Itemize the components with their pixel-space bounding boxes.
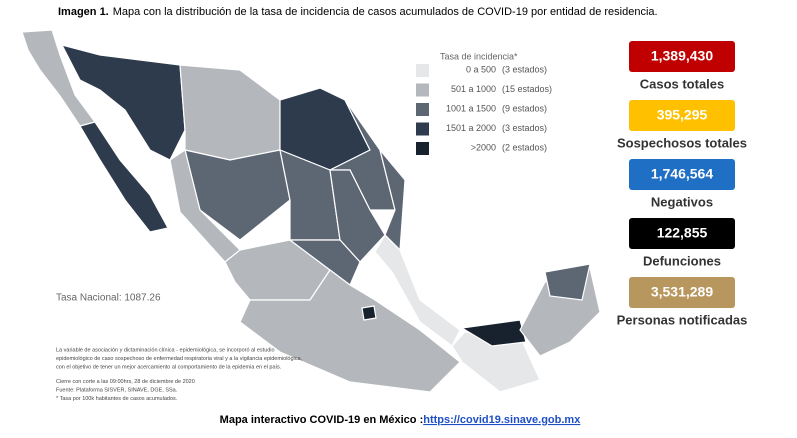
note-line: La variable de asociación y dictaminació… (56, 347, 275, 353)
stat-value: 3,531,289 (651, 284, 713, 300)
header-bold: Imagen 1. (58, 6, 109, 18)
state (544, 263, 591, 301)
state (361, 305, 377, 321)
legend-count: (3 estados) (502, 64, 547, 74)
legend-count: (15 estados) (502, 84, 552, 94)
state (239, 269, 461, 393)
legend-swatch (416, 64, 429, 77)
stat-box (629, 277, 735, 308)
stat-box (629, 41, 735, 72)
stat-value: 395,295 (657, 107, 708, 123)
header-text: Mapa con la distribución de la tasa de i… (113, 6, 658, 18)
header: Imagen 1. Mapa con la distribución de la … (58, 6, 658, 18)
notes: La variable de asociación y dictaminació… (56, 347, 303, 402)
legend-swatch (416, 142, 429, 155)
state (79, 121, 169, 233)
note-line: epidemiológico de caso sospechoso de enf… (56, 356, 303, 362)
national-rate: Tasa Nacional: 1087.26 (56, 293, 161, 304)
stat-value: 122,855 (657, 225, 708, 241)
stat-label: Sospechosos totales (617, 135, 747, 150)
note-line: * Tasa por 100k habitantes de casos acum… (56, 396, 178, 402)
legend-range: 0 a 500 (466, 64, 496, 74)
legend-swatch (416, 103, 429, 116)
map (21, 29, 601, 393)
legend-count: (3 estados) (502, 123, 547, 133)
stat-value: 1,389,430 (651, 48, 713, 64)
legend-range: 1001 a 1500 (446, 103, 496, 113)
note-line: Fuente: Plataforma SISVER, SINAVE, DGE, … (56, 387, 178, 393)
legend-swatch (416, 122, 429, 136)
stat-box (629, 218, 735, 249)
note-line: con el objetivo de tener un mejor acerca… (56, 364, 282, 370)
stat-box (629, 159, 735, 190)
note-line: Cierre con corte a las 09:00hrs, 28 de d… (56, 379, 195, 385)
stat-box (629, 100, 735, 131)
legend-range: 501 a 1000 (451, 84, 496, 94)
footer: Mapa interactivo COVID-19 en México :htt… (220, 414, 582, 426)
state (179, 64, 281, 161)
stat-label: Casos totales (640, 76, 725, 91)
state (288, 239, 361, 286)
footer-text: Mapa interactivo COVID-19 en México : (220, 414, 424, 426)
state (460, 319, 527, 347)
legend-range: 1501 a 2000 (446, 123, 496, 133)
stat-label: Defunciones (643, 253, 721, 268)
stats: 1,389,430 Casos totales 395,295 Sospechosos… (617, 41, 748, 327)
legend-range: >2000 (471, 142, 496, 152)
legend-count: (9 estados) (502, 103, 547, 113)
footer-link[interactable]: https://covid19.sinave.gob.mx (423, 414, 581, 426)
stat-value: 1,746,564 (651, 166, 713, 182)
legend-title: Tasa de incidencia* (440, 51, 518, 61)
legend: Tasa de incidencia* 0 a 500 (3 estados) 50… (416, 51, 552, 155)
state (451, 331, 541, 393)
legend-swatch (416, 83, 429, 97)
legend-count: (2 estados) (502, 142, 547, 152)
stat-label: Negativos (651, 194, 713, 209)
stat-label: Personas notificadas (617, 312, 748, 327)
